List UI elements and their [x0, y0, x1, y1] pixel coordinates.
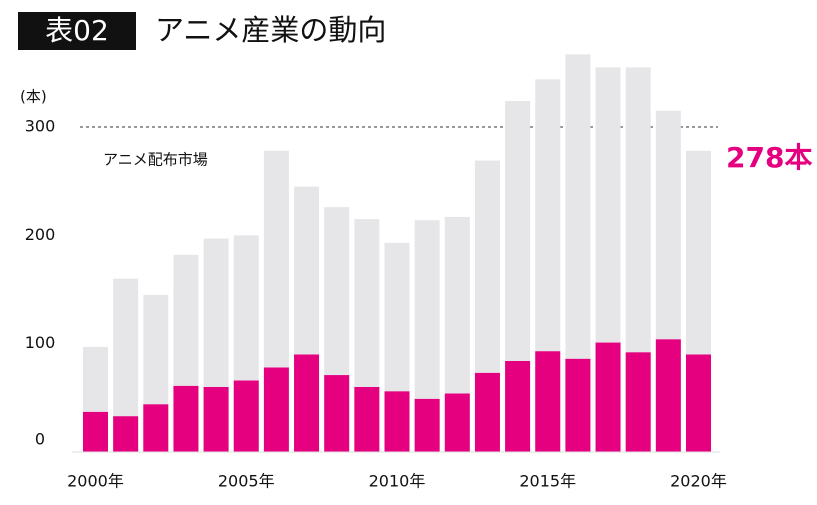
bar — [505, 361, 531, 452]
bar — [263, 367, 289, 452]
bar — [686, 354, 711, 452]
bar — [113, 416, 139, 452]
x-tick-label: 2005年 — [218, 472, 275, 491]
bar — [414, 398, 440, 452]
x-tick-label: 2015年 — [519, 472, 576, 491]
bar — [595, 342, 621, 452]
bar — [203, 387, 229, 452]
bar — [143, 404, 169, 452]
bar — [444, 393, 470, 452]
badge-box — [18, 12, 136, 50]
bar — [83, 411, 108, 452]
chart-title: アニメ産業の動向 — [155, 13, 386, 47]
bar — [324, 375, 350, 452]
x-tick-label: 2010年 — [369, 472, 426, 491]
bar — [565, 358, 591, 452]
x-tick-label: 2000年 — [67, 472, 124, 491]
badge: 表02 — [45, 14, 109, 47]
y-tick-label: 200 — [25, 225, 56, 244]
bar — [535, 351, 561, 452]
bar — [173, 385, 199, 452]
bar — [233, 380, 259, 452]
value-label: 278本 — [726, 141, 812, 174]
y-unit: (本) — [20, 88, 47, 106]
y-tick-label: 0 — [35, 430, 45, 449]
bar — [294, 354, 320, 452]
bar — [474, 372, 500, 452]
y-tick-label: 100 — [25, 333, 56, 352]
bar — [625, 352, 651, 452]
bar — [655, 339, 681, 452]
x-tick-label: 2020年 — [670, 472, 727, 491]
series-label: アニメ配布市場 — [103, 151, 208, 169]
bar — [384, 391, 410, 452]
y-tick-label: 300 — [25, 117, 56, 136]
bar — [354, 387, 380, 452]
